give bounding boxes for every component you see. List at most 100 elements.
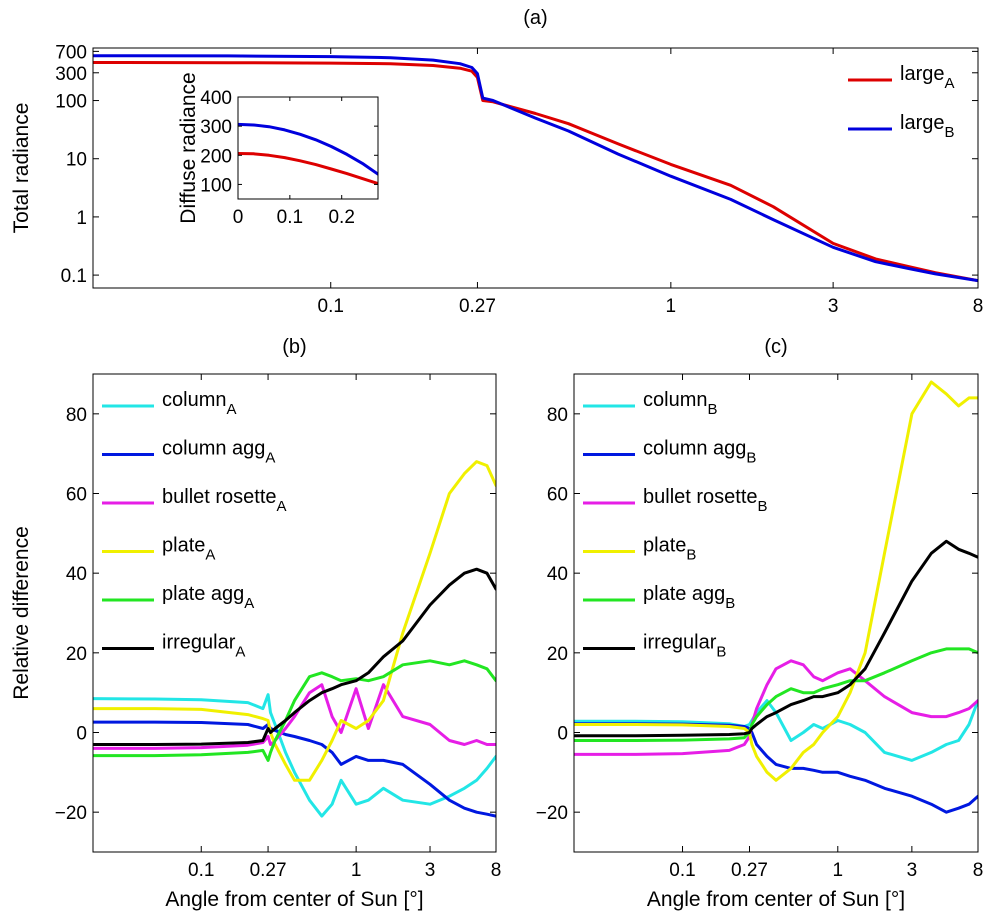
- legend-label: largeA: [900, 63, 955, 92]
- legend-label-name: column: [162, 389, 226, 411]
- legend-label: columnB: [643, 389, 718, 418]
- legend-label: irregularB: [643, 632, 726, 661]
- legend-label-subscript: B: [686, 547, 696, 564]
- y-tick-label: 1: [76, 208, 87, 229]
- x-tick-label: 0.27: [459, 296, 496, 317]
- y-tick-label: 0: [76, 724, 87, 745]
- y-tick-label: 400: [200, 88, 232, 109]
- x-tick-label: 0.27: [250, 860, 287, 881]
- legend-label: bullet rosetteA: [162, 486, 287, 515]
- axes-frame: [92, 373, 497, 853]
- panel-b-relative-difference-A: 0.1 0.27 1 3 8 −20 0 20 40 60 80 (b) Relative differ…: [10, 336, 501, 911]
- legend-label: largeB: [900, 112, 955, 141]
- series-line-column-A: [93, 693, 496, 818]
- legend-label: bullet rosetteB: [643, 486, 768, 515]
- y-tick-label: 80: [547, 405, 568, 426]
- series-line-plate-A: [93, 460, 496, 782]
- y-tick-label: 0: [557, 724, 568, 745]
- legend-label-subscript: B: [758, 498, 768, 515]
- axes-frame: [573, 373, 979, 853]
- legend-label-name: column agg: [643, 438, 746, 460]
- y-tick-label: 60: [66, 485, 87, 506]
- series-line-irregular-B: [574, 539, 978, 738]
- series-line-large-B: [93, 54, 978, 283]
- x-tick-label: 3: [907, 860, 918, 881]
- legend-label: plateA: [162, 535, 215, 564]
- x-tick-label: 0: [233, 207, 244, 228]
- x-tick-label: 0.2: [328, 207, 354, 228]
- series-line-inset-0: [238, 152, 378, 186]
- x-tick-label: 3: [828, 296, 839, 317]
- legend-label-subscript: A: [265, 450, 275, 467]
- legend-label: column aggB: [643, 438, 756, 467]
- series-line-inset-1: [238, 122, 378, 176]
- legend-label-subscript: A: [944, 75, 954, 92]
- y-tick-label: 20: [547, 644, 568, 665]
- legend-label-subscript: A: [205, 547, 215, 564]
- legend-label-subscript: B: [725, 595, 735, 612]
- series-line-plate-agg-A: [93, 659, 496, 762]
- series-line-column-agg-B: [574, 722, 978, 814]
- x-tick-label: 0.1: [318, 296, 344, 317]
- plot-area: [574, 374, 978, 852]
- legend-label-name: bullet rosette: [162, 486, 277, 508]
- y-tick-label: 40: [66, 564, 87, 585]
- legend-label-name: irregular: [162, 632, 236, 654]
- legend-label-subscript: B: [716, 644, 726, 661]
- legend-label-name: large: [900, 112, 944, 134]
- y-tick-label: 10: [66, 150, 87, 171]
- legend-label: plateB: [643, 535, 696, 564]
- y-tick-label: 700: [55, 42, 87, 63]
- axes-frame: [92, 47, 979, 289]
- y-tick-label: −20: [55, 803, 87, 824]
- legend-label-name: plate agg: [162, 583, 244, 605]
- series-line-plate-agg-B: [574, 647, 978, 742]
- y-tick-label: 0.1: [61, 266, 87, 287]
- legend-label-name: plate agg: [643, 583, 725, 605]
- legend-label-subscript: B: [746, 450, 756, 467]
- legend-label-subscript: B: [944, 124, 954, 141]
- legend-label-name: column: [643, 389, 707, 411]
- x-tick-label: 0.1: [188, 860, 214, 881]
- y-tick-label: 80: [66, 405, 87, 426]
- x-axis-label: Angle from center of Sun [°]: [165, 888, 423, 911]
- chart-title: (c): [764, 336, 787, 358]
- series-line-bullet-rosette-B: [574, 659, 978, 756]
- y-tick-label: 60: [547, 485, 568, 506]
- x-tick-label: 1: [666, 296, 677, 317]
- x-tick-label: 8: [973, 296, 984, 317]
- legend-label-subscript: A: [277, 498, 287, 515]
- series-line-bullet-rosette-A: [93, 683, 496, 750]
- series-line-irregular-A: [93, 567, 496, 746]
- series-line-plate-B: [574, 380, 978, 782]
- x-tick-label: 1: [832, 860, 843, 881]
- y-tick-label: 20: [66, 644, 87, 665]
- legend-label-name: plate: [643, 535, 686, 557]
- panel-c-relative-difference-B: 0.1 0.27 1 3 8 −20 0 20 40 60 80 (c) Angle from cent…: [536, 336, 984, 911]
- x-tick-label: 0.1: [277, 207, 303, 228]
- legend-label: plate aggB: [643, 583, 735, 612]
- y-tick-label: 100: [200, 175, 232, 196]
- x-axis-label: Angle from center of Sun [°]: [647, 888, 905, 911]
- legend-label-subscript: A: [226, 401, 236, 418]
- series-line-large-A: [93, 61, 978, 283]
- legend-label-subscript: A: [235, 644, 245, 661]
- y-tick-label: 100: [55, 92, 87, 113]
- chart-title: (b): [282, 336, 306, 358]
- legend-label-subscript: B: [707, 401, 717, 418]
- legend-label: columnA: [162, 389, 237, 418]
- legend-label-name: irregular: [643, 632, 717, 654]
- y-tick-label: 40: [547, 564, 568, 585]
- legend-label: column aggA: [162, 438, 275, 467]
- x-tick-label: 1: [351, 860, 362, 881]
- legend-label-name: plate: [162, 535, 205, 557]
- y-tick-label: 300: [200, 117, 232, 138]
- x-tick-label: 0.27: [731, 860, 768, 881]
- legend-label: irregularA: [162, 632, 245, 661]
- plot-area: [238, 97, 378, 199]
- x-tick-label: 0.1: [669, 860, 695, 881]
- y-tick-label: −20: [536, 803, 568, 824]
